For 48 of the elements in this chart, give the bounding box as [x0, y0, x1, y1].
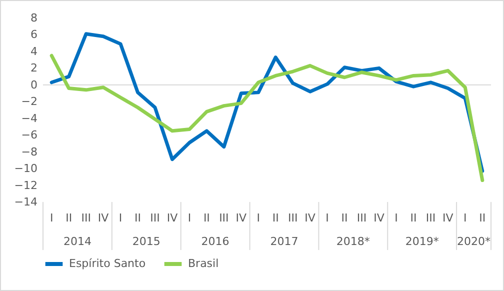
- x-tick-label: II: [410, 212, 417, 224]
- x-tick-label: III: [150, 212, 160, 224]
- x-tick-label: I: [50, 212, 54, 224]
- y-tick-label: −10: [14, 162, 38, 176]
- y-tick-label: 4: [30, 44, 38, 58]
- x-tick-label: II: [341, 212, 348, 224]
- x-tick-label: IV: [98, 212, 110, 224]
- x-tick-label: II: [272, 212, 279, 224]
- y-tick-label: −12: [14, 178, 38, 192]
- x-tick-label: III: [219, 212, 229, 224]
- text: 2020*: [457, 235, 492, 248]
- x-tick-label: I: [464, 212, 467, 224]
- x-tick-label: I: [188, 212, 192, 224]
- x-tick-label: I: [118, 212, 122, 224]
- y-tick-label: −4: [21, 112, 38, 125]
- text: 2016: [201, 235, 230, 248]
- x-tick-label: II: [479, 212, 486, 224]
- x-tick-label: IV: [166, 212, 178, 224]
- y-tick-label: 8: [30, 12, 38, 24]
- text: 2018*: [336, 235, 370, 248]
- y-tick-label: −2: [21, 95, 38, 108]
- x-tick-label: II: [134, 212, 142, 224]
- x-tick-label: IV: [442, 212, 454, 224]
- x-tick-label: II: [66, 212, 72, 224]
- y-tick-label: 6: [30, 28, 38, 42]
- x-tick-label: IV: [304, 212, 316, 224]
- x-tick-label: IV: [236, 212, 248, 224]
- y-tick-label: −14: [14, 196, 38, 208]
- x-tick-label: III: [81, 212, 91, 224]
- text: 2015: [132, 235, 160, 248]
- x-tick-label: II: [203, 212, 210, 224]
- y-tick-label: −6: [21, 128, 38, 142]
- x-tick-label: III: [356, 212, 367, 224]
- legend-label: Brasil: [188, 257, 219, 270]
- y-tick-label: 0: [30, 78, 38, 92]
- line-series: [50, 54, 484, 182]
- x-tick-label: I: [326, 212, 329, 224]
- text: 2017: [270, 235, 298, 248]
- x-tick-label: I: [394, 212, 398, 224]
- y-tick-label: 2: [30, 62, 38, 75]
- x-tick-label: III: [426, 212, 436, 224]
- x-tick-label: I: [256, 212, 260, 224]
- x-tick-label: IV: [374, 212, 385, 224]
- text: 2014: [63, 235, 92, 248]
- text: 2019*: [405, 235, 440, 248]
- x-tick-label: III: [288, 212, 298, 224]
- legend-label: Espírito Santo: [69, 257, 146, 270]
- y-tick-label: −8: [21, 145, 38, 158]
